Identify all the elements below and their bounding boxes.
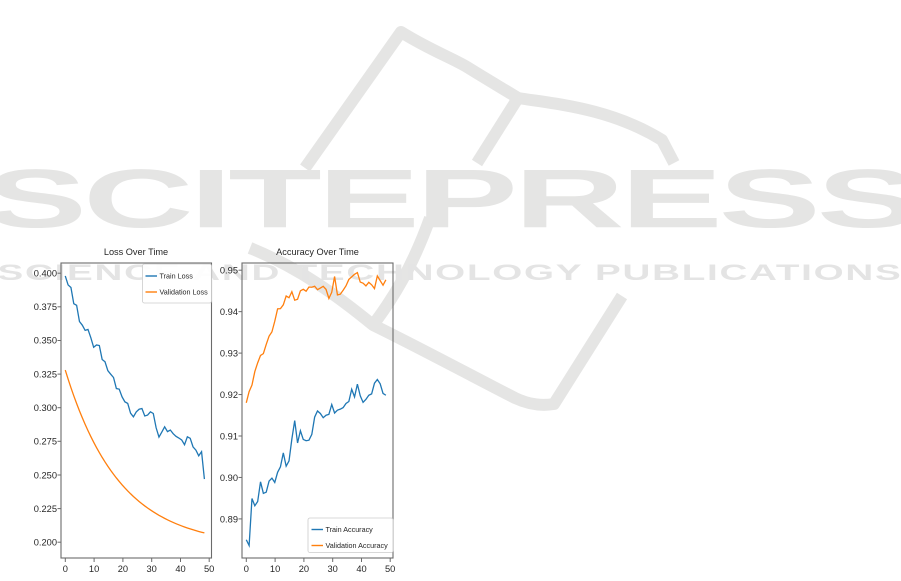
svg-text:0.275: 0.275 [34, 437, 57, 447]
svg-text:Loss Over Time: Loss Over Time [104, 247, 168, 257]
svg-text:0.250: 0.250 [34, 470, 57, 480]
svg-text:0.94: 0.94 [220, 307, 238, 317]
svg-text:10: 10 [89, 564, 99, 574]
svg-text:0.400: 0.400 [34, 269, 57, 279]
svg-text:40: 40 [175, 564, 185, 574]
svg-text:30: 30 [147, 564, 157, 574]
svg-text:0.350: 0.350 [34, 336, 57, 346]
svg-text:Accuracy Over Time: Accuracy Over Time [276, 247, 359, 257]
svg-text:30: 30 [328, 564, 338, 574]
svg-text:Validation Loss: Validation Loss [160, 288, 209, 297]
svg-text:0.92: 0.92 [220, 390, 238, 400]
svg-text:Train Loss: Train Loss [160, 272, 194, 281]
svg-text:0.325: 0.325 [34, 369, 57, 379]
svg-text:10: 10 [270, 564, 280, 574]
svg-text:0.375: 0.375 [34, 302, 57, 312]
svg-text:Validation Accuracy: Validation Accuracy [326, 541, 389, 550]
svg-text:Train Accuracy: Train Accuracy [326, 525, 374, 534]
svg-text:50: 50 [385, 564, 395, 574]
svg-text:50: 50 [204, 564, 214, 574]
svg-text:0: 0 [244, 564, 249, 574]
svg-text:0.225: 0.225 [34, 504, 57, 514]
svg-text:0: 0 [63, 564, 68, 574]
svg-text:0.90: 0.90 [220, 473, 238, 483]
svg-text:0.95: 0.95 [220, 266, 238, 276]
svg-text:0.91: 0.91 [220, 432, 238, 442]
svg-text:20: 20 [118, 564, 128, 574]
svg-text:0.200: 0.200 [34, 538, 57, 548]
svg-text:20: 20 [299, 564, 309, 574]
svg-text:40: 40 [356, 564, 366, 574]
svg-text:0.93: 0.93 [220, 349, 238, 359]
svg-text:0.300: 0.300 [34, 403, 57, 413]
svg-text:0.89: 0.89 [220, 514, 238, 524]
